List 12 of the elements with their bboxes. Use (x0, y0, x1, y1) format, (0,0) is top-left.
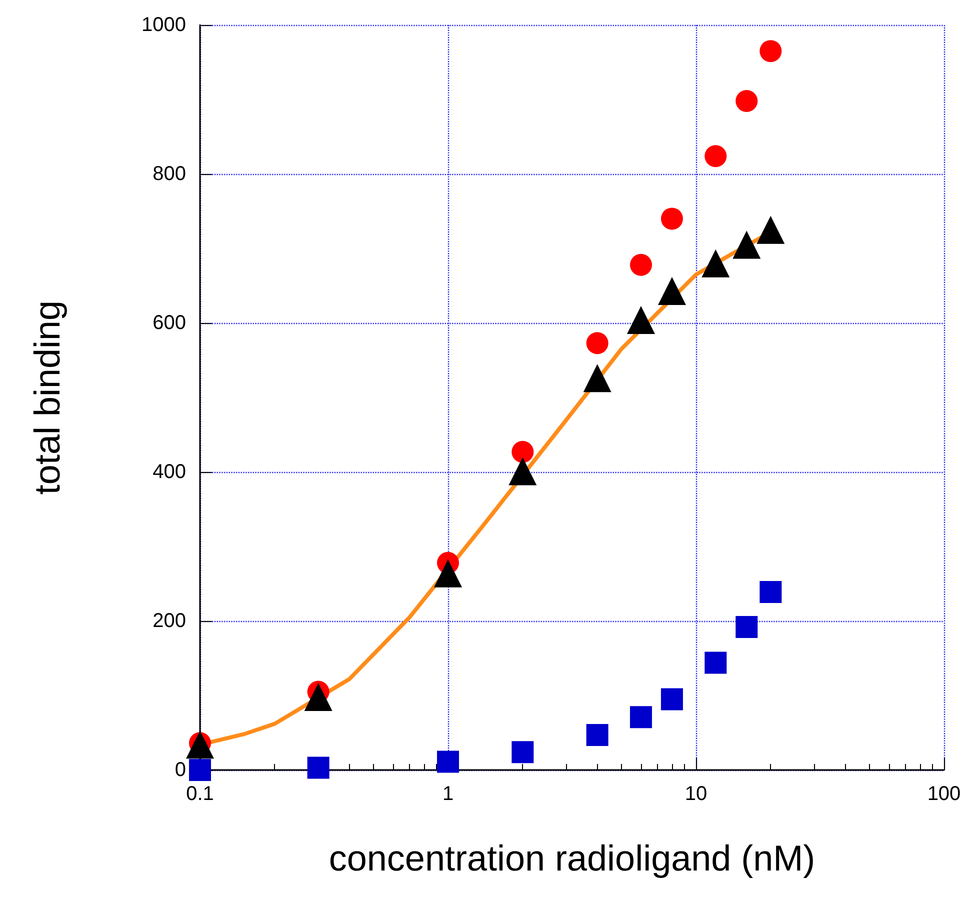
y-tick-label: 600 (152, 312, 186, 334)
x-tick-label: 100 (927, 783, 961, 805)
y-tick-label: 800 (152, 163, 186, 185)
x-tick-label: 1 (442, 783, 454, 805)
x-axis-title: concentration radioligand (nM) (328, 838, 816, 878)
x-tick-label: 10 (684, 783, 708, 805)
y-tick-label: 200 (152, 610, 186, 632)
y-tick-label: 0 (174, 759, 186, 781)
y-tick-label: 1000 (142, 14, 186, 36)
y-tick-label: 400 (152, 461, 186, 483)
x-tick-label: 0.1 (186, 783, 214, 805)
y-axis-title: total binding (26, 300, 68, 495)
